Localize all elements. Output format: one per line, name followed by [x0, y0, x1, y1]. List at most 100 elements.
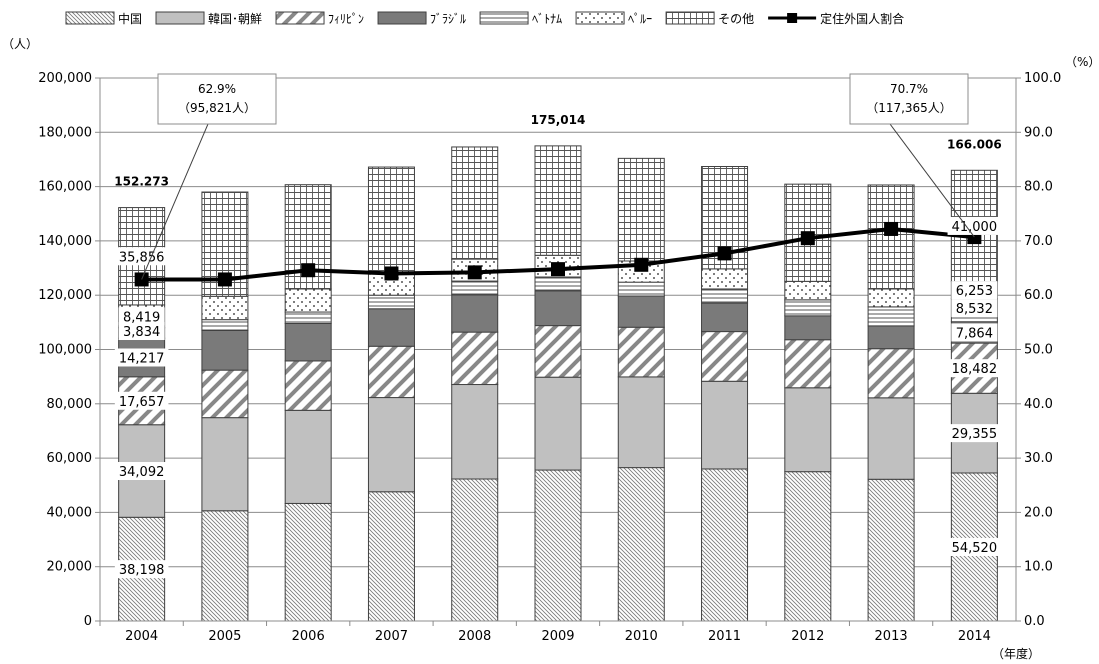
ratio-marker [551, 262, 565, 277]
ratio-marker [800, 231, 815, 246]
bar-segment [867, 184, 915, 290]
bar-segment [284, 409, 332, 504]
ratio-marker [301, 263, 316, 278]
data-label-bg [947, 424, 1002, 443]
x-tick-label: 2007 [375, 629, 408, 644]
bar-segment [784, 280, 832, 301]
callouts: 62.9% （95,821人） 70.7% （117,365人） [141, 73, 975, 280]
y-tick-label-right: 100.0 [1024, 71, 1061, 86]
legend-label: ﾍﾟﾙｰ [628, 12, 652, 26]
data-label-bg [947, 537, 1002, 556]
x-tick-label: 2013 [875, 629, 908, 644]
bar-segment [367, 397, 415, 493]
callout-box [157, 73, 277, 125]
data-label: 41,000 [952, 220, 998, 235]
legend-swatch [575, 11, 625, 25]
legend-swatch [479, 11, 529, 25]
x-tick-label: 2006 [292, 629, 325, 644]
data-label: 29,355 [952, 427, 998, 442]
y-tick-label-right: 80.0 [1024, 180, 1053, 195]
data-label-bg [947, 359, 1002, 378]
data-label-bg [114, 560, 169, 579]
y-tick-label-left: 60,000 [47, 451, 93, 466]
y-tick-label-left: 20,000 [47, 560, 93, 575]
ratio-marker [384, 266, 399, 281]
y-tick-label-left: 100,000 [38, 343, 92, 358]
x-tick-label: 2010 [625, 629, 658, 644]
total-label: 152.273 [114, 175, 169, 189]
y-axis-title-left: （人） [2, 37, 38, 51]
legend-swatch [65, 11, 115, 25]
bar-segment [534, 325, 582, 378]
data-label-bg [114, 348, 169, 367]
data-label: 8,532 [956, 302, 993, 317]
bar-segment [701, 302, 749, 333]
x-tick-label: 2005 [208, 629, 241, 644]
bar-segment [201, 329, 249, 371]
data-label-bg [114, 247, 169, 266]
bar-segment [367, 345, 415, 399]
callout-leader [141, 123, 209, 280]
y-tick-label-left: 140,000 [38, 234, 92, 249]
ratio-marker [717, 246, 732, 261]
y-tick-label-left: 80,000 [47, 397, 93, 412]
bar-segment [784, 471, 832, 622]
bar-segment [451, 146, 499, 260]
bar-segment [867, 288, 915, 308]
legend-label: ﾌｨﾘﾋﾟﾝ [328, 12, 364, 26]
bar-segment [784, 387, 832, 473]
y-tick-label-right: 0.0 [1024, 614, 1045, 629]
data-label-bg [114, 462, 169, 481]
data-label: 8,419 [123, 310, 160, 325]
data-label: 54,520 [952, 541, 998, 556]
callout-count: （95,821人） [178, 101, 256, 115]
y-tick-label-right: 70.0 [1024, 234, 1053, 249]
legend-swatch [155, 11, 205, 25]
bar-segment [701, 268, 749, 290]
y-tick-label-left: 120,000 [38, 288, 92, 303]
bar-segment [867, 325, 915, 350]
bar-segment [617, 281, 665, 297]
callout-leader [889, 123, 975, 238]
legend-label: 韓国･朝鮮 [208, 12, 262, 26]
legend-line-marker [787, 13, 798, 23]
data-label-bg [114, 391, 169, 410]
bar-segment [367, 308, 415, 347]
data-label-bg [951, 299, 998, 318]
data-label-bg [947, 216, 1002, 235]
data-label: 35,856 [119, 250, 165, 265]
bar-segment [867, 348, 915, 399]
bar-segment [367, 491, 415, 622]
data-label-bg [118, 307, 165, 326]
bar-segment [451, 331, 499, 386]
legend: 中国 韓国･朝鮮 ﾌｨﾘﾋﾟﾝ ﾌﾞﾗｼﾞﾙ ﾍﾞﾄﾅﾑ ﾍﾟﾙｰ その他 定住外国人割合 [65, 11, 904, 26]
x-tick-label: 2012 [791, 629, 824, 644]
bar-segment [701, 288, 749, 304]
data-label-bg [118, 321, 165, 340]
legend-label: ﾌﾞﾗｼﾞﾙ [430, 12, 466, 26]
x-tick-label: 2009 [541, 629, 574, 644]
bar-segment [784, 339, 832, 389]
bar-segment [534, 276, 582, 292]
data-label: 7,864 [956, 326, 993, 341]
data-label: 14,217 [119, 351, 165, 366]
bar-segment [617, 376, 665, 469]
y-tick-label-left: 160,000 [38, 180, 92, 195]
bar-segment [534, 145, 582, 256]
bar-segment [534, 469, 582, 622]
legend-label: 中国 [118, 11, 142, 26]
x-tick-label: 2008 [458, 629, 491, 644]
y-tick-label-left: 40,000 [47, 505, 93, 520]
bars [118, 145, 998, 622]
x-tick-label: 2004 [125, 629, 158, 644]
y-tick-label-left: 0 [84, 614, 92, 629]
data-label: 34,092 [119, 465, 165, 480]
bar-segment [451, 294, 499, 333]
bar-segment [451, 478, 499, 622]
bar-segment [617, 467, 665, 622]
callout-percent: 70.7% [890, 82, 928, 96]
bar-segment [284, 322, 332, 362]
data-label: 17,657 [119, 395, 165, 410]
bar-segment [451, 280, 499, 296]
bar-segment [201, 417, 249, 512]
